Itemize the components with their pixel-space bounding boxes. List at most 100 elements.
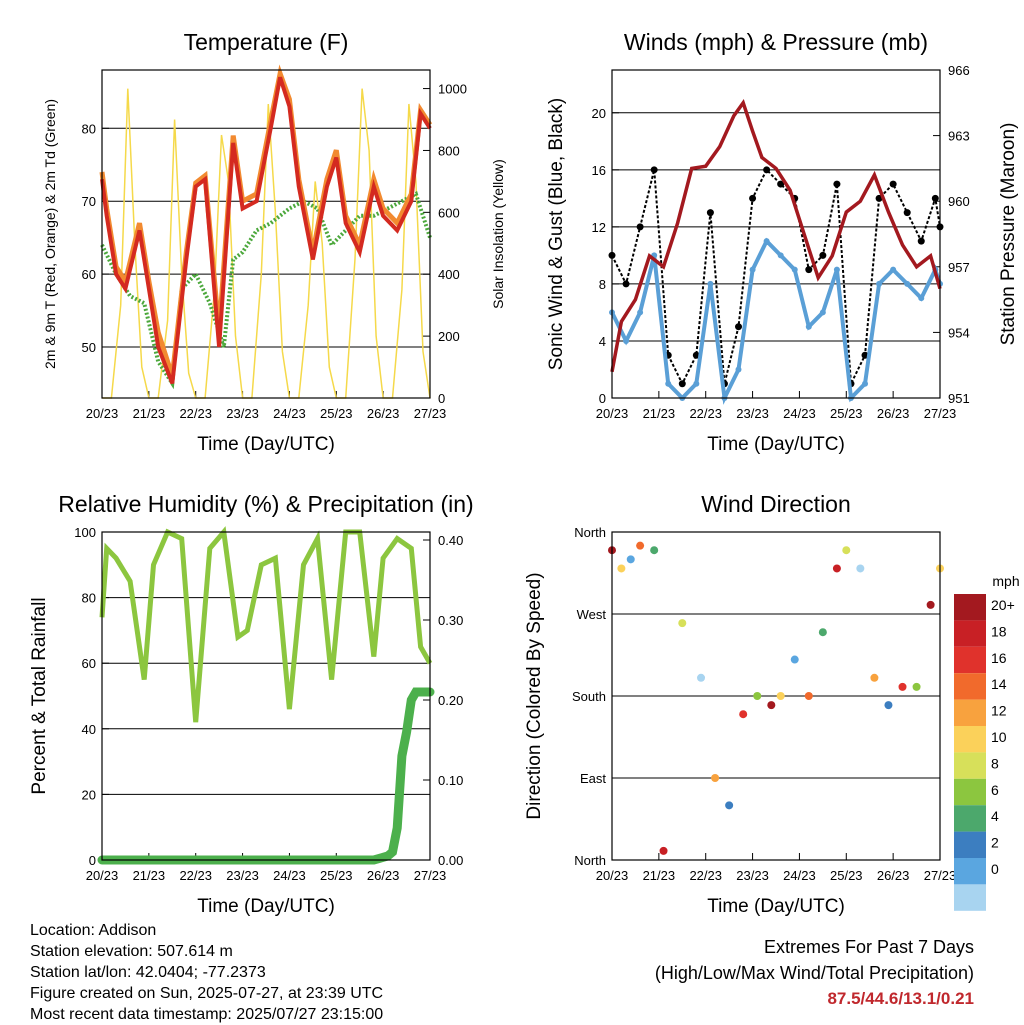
y-right-tick-label: 600: [438, 205, 460, 220]
x-axis-label: Time (Day/UTC): [197, 896, 335, 917]
x-tick-label: 24/23: [783, 868, 816, 883]
y-right-tick-label: 954: [948, 325, 970, 340]
y-right-tick-label: 400: [438, 267, 460, 282]
y-right-tick-label: 951: [948, 391, 970, 406]
legend-swatch: [954, 752, 986, 779]
y-tick-label: 4: [599, 334, 606, 349]
legend-swatch: [954, 646, 986, 674]
direction-point: [898, 682, 907, 691]
sonic-wind-point: [623, 337, 630, 344]
y-right-tick-label: 963: [948, 129, 970, 144]
x-axis-label: Time (Day/UTC): [197, 434, 335, 455]
sonic-wind-point: [693, 380, 700, 387]
sonic-wind-point: [819, 309, 826, 316]
y-tick-label: 8: [599, 277, 606, 292]
sonic-wind-point: [904, 280, 911, 287]
y-tick-label: South: [572, 689, 606, 704]
elevation-text: Station elevation: 507.614 m: [30, 943, 233, 960]
direction-point: [804, 692, 813, 700]
y-tick-label: East: [580, 771, 606, 786]
direction-point: [870, 673, 879, 682]
y-right-tick-label: 960: [948, 194, 970, 209]
sonic-wind-point: [637, 309, 644, 316]
gust-point: [650, 166, 658, 174]
precipitation-line: [97, 687, 435, 865]
direction-point: [776, 692, 785, 700]
direction-point: [697, 673, 706, 682]
y-right-tick-label: 0.10: [438, 773, 463, 788]
temp-9m-line: [99, 64, 433, 377]
direction-point: [678, 619, 687, 628]
chart-title: Wind Direction: [701, 491, 851, 517]
sonic-wind-point: [862, 380, 869, 387]
legend-label: 4: [991, 808, 999, 824]
y-tick-label: North: [574, 853, 606, 868]
x-tick-label: 20/23: [596, 406, 629, 421]
y-right-tick-label: 0.30: [438, 613, 463, 628]
x-tick-label: 21/23: [643, 406, 676, 421]
direction-point: [856, 564, 865, 573]
x-tick-label: 23/23: [226, 406, 259, 421]
x-tick-label: 26/23: [877, 406, 910, 421]
station-info: Location: Addison Station elevation: 507…: [30, 920, 383, 1025]
x-tick-label: 24/23: [783, 406, 816, 421]
direction-point: [739, 710, 748, 719]
y-tick-label: West: [577, 607, 607, 622]
plot-frame: [101, 69, 431, 399]
gust-point: [833, 180, 841, 188]
x-tick-label: 26/23: [367, 868, 400, 883]
y-right-tick-label: 200: [438, 329, 460, 344]
latlon-text: Station lat/lon: 42.0404; -77.2373: [30, 964, 266, 981]
legend-label: 6: [991, 782, 999, 798]
legend-label: 2: [991, 835, 999, 851]
plot-frame: [611, 531, 941, 861]
y-axis-right-label: Solar Insolation (Yellow): [490, 159, 506, 309]
legend-label: 0: [991, 861, 999, 877]
sonic-wind-point: [777, 252, 784, 259]
y-right-tick-label: 0.00: [438, 853, 463, 868]
sonic-wind-point: [890, 266, 897, 273]
x-tick-label: 22/23: [689, 868, 722, 883]
x-tick-label: 23/23: [736, 868, 769, 883]
x-tick-label: 20/23: [86, 868, 119, 883]
x-tick-label: 25/23: [830, 868, 863, 883]
chart-title: Relative Humidity (%) & Precipitation (i…: [58, 491, 473, 517]
direction-point: [842, 546, 851, 555]
sonic-wind-point: [833, 266, 840, 273]
direction-point: [636, 541, 645, 550]
y-axis-label: Direction (Colored By Speed): [524, 572, 545, 819]
x-tick-label: 23/23: [226, 868, 259, 883]
x-tick-label: 20/23: [596, 868, 629, 883]
direction-point: [659, 846, 668, 855]
x-axis-label: Time (Day/UTC): [707, 896, 845, 917]
y-tick-label: 20: [82, 787, 96, 802]
extremes-subtitle: (High/Low/Max Wind/Total Precipitation): [654, 963, 974, 983]
direction-point: [617, 564, 626, 573]
y-tick-label: 0: [599, 391, 606, 406]
y-right-tick-label: 0: [438, 391, 445, 406]
y-tick-label: 16: [592, 163, 606, 178]
y-right-tick-label: 957: [948, 260, 970, 275]
sonic-wind-point: [707, 280, 714, 287]
legend-swatch: [954, 858, 986, 885]
humidity-line: [99, 526, 433, 723]
x-axis-label: Time (Day/UTC): [707, 434, 845, 455]
created-text: Figure created on Sun, 2025-07-27, at 23…: [30, 985, 384, 1002]
dewpoint-line: [100, 191, 432, 390]
location-text: Location: Addison: [30, 922, 157, 939]
legend-label: 16: [991, 650, 1007, 666]
y-axis-label: Percent & Total Rainfall: [29, 597, 50, 794]
y-tick-label: 40: [82, 722, 96, 737]
x-tick-label: 21/23: [133, 406, 166, 421]
legend-swatch: [954, 594, 986, 621]
extremes-values: 87.5/44.6/13.1/0.21: [827, 989, 974, 1008]
y-right-tick-label: 0.40: [438, 533, 463, 548]
sonic-wind-point: [763, 238, 770, 245]
direction-point: [650, 546, 659, 555]
pressure-line: [610, 98, 942, 373]
legend-swatch: [954, 620, 986, 647]
x-tick-label: 22/23: [689, 406, 722, 421]
legend-swatch: [954, 778, 986, 806]
x-tick-label: 23/23: [736, 406, 769, 421]
